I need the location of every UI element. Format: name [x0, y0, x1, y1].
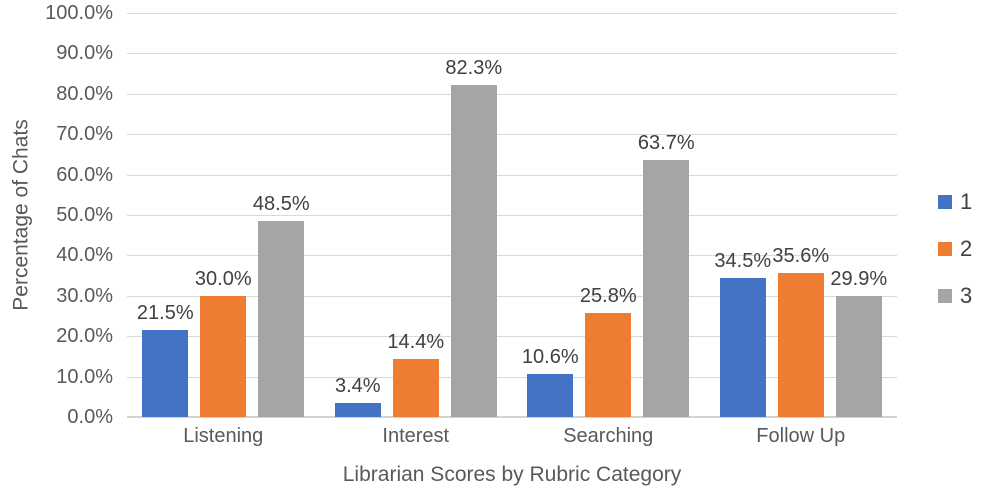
y-tick-label-50: 50.0% [56, 204, 113, 226]
legend: 1 2 3 [938, 190, 972, 331]
legend-label-3: 3 [960, 283, 973, 308]
category-label-follow-up: Follow Up [756, 425, 846, 447]
y-tick-label-20: 20.0% [56, 325, 113, 348]
data-label-series1-follow-up: 34.5% [714, 249, 772, 272]
bar-series3-follow-up [835, 296, 882, 417]
y-tick-label-70: 70.0% [56, 123, 113, 146]
y-tick-label-100: 100.0% [45, 2, 113, 24]
data-label-series3-searching: 63.7% [637, 131, 695, 154]
y-tick-label-40: 40.0% [56, 244, 113, 267]
y-tick-label-80: 80.0% [56, 82, 113, 105]
gridline-40 [127, 255, 897, 257]
legend-label-1: 1 [960, 189, 973, 214]
y-tick-label-10: 10.0% [56, 365, 113, 388]
bar-series2-searching [585, 312, 632, 417]
gridline-20 [127, 336, 897, 338]
category-label-searching: Searching [563, 425, 654, 447]
gridline-80 [127, 93, 897, 95]
legend-swatch-icon [938, 195, 952, 209]
gridline-70 [127, 134, 897, 136]
legend-entry-3: 3 [938, 284, 972, 308]
y-tick-label-0: 0.0% [67, 406, 113, 428]
legend-entry-2: 2 [938, 237, 972, 261]
data-label-series1-searching: 10.6% [521, 346, 579, 369]
y-tick-label-30: 30.0% [56, 284, 113, 307]
bar-series3-searching [643, 159, 690, 417]
bar-series1-listening [142, 330, 189, 417]
x-axis-line [127, 416, 897, 418]
gridline-60 [127, 174, 897, 176]
gridline-10 [127, 376, 897, 378]
data-label-series2-searching: 25.8% [579, 284, 637, 307]
data-label-series2-follow-up: 35.6% [772, 245, 830, 268]
data-label-series1-listening: 21.5% [136, 302, 194, 325]
legend-swatch-icon [938, 289, 952, 303]
data-label-series2-interest: 14.4% [387, 330, 445, 353]
plot-area: 21.5% 30.0% 48.5% 3.4% 14.4% 82.3% 10.6% 25.8% 6… [127, 13, 897, 418]
data-label-series3-listening: 48.5% [252, 193, 310, 216]
legend-label-2: 2 [960, 236, 973, 261]
bar-series3-interest [450, 84, 497, 417]
category-label-listening: Listening [183, 425, 264, 447]
gridline-100 [127, 13, 897, 14]
y-tick-label-90: 90.0% [56, 42, 113, 65]
bar-series2-follow-up [777, 273, 824, 417]
bar-series1-searching [527, 374, 574, 417]
legend-swatch-icon [938, 242, 952, 256]
bar-series2-interest [392, 358, 439, 417]
x-axis-title: Librarian Scores by Rubric Category [342, 463, 682, 486]
gridline-50 [127, 215, 897, 216]
bar-series1-interest [334, 403, 381, 417]
bar-series1-follow-up [719, 277, 766, 417]
gridline-90 [127, 53, 897, 55]
data-label-series3-interest: 82.3% [445, 56, 503, 79]
y-tick-label-60: 60.0% [56, 163, 113, 186]
bar-series3-listening [258, 221, 305, 417]
data-label-series1-interest: 3.4% [334, 375, 381, 398]
category-label-interest: Interest [382, 425, 450, 447]
bar-series2-listening [200, 295, 247, 417]
data-label-series3-follow-up: 29.9% [830, 268, 888, 291]
legend-entry-1: 1 [938, 190, 972, 214]
gridline-30 [127, 295, 897, 297]
data-label-series2-listening: 30.0% [194, 267, 252, 290]
